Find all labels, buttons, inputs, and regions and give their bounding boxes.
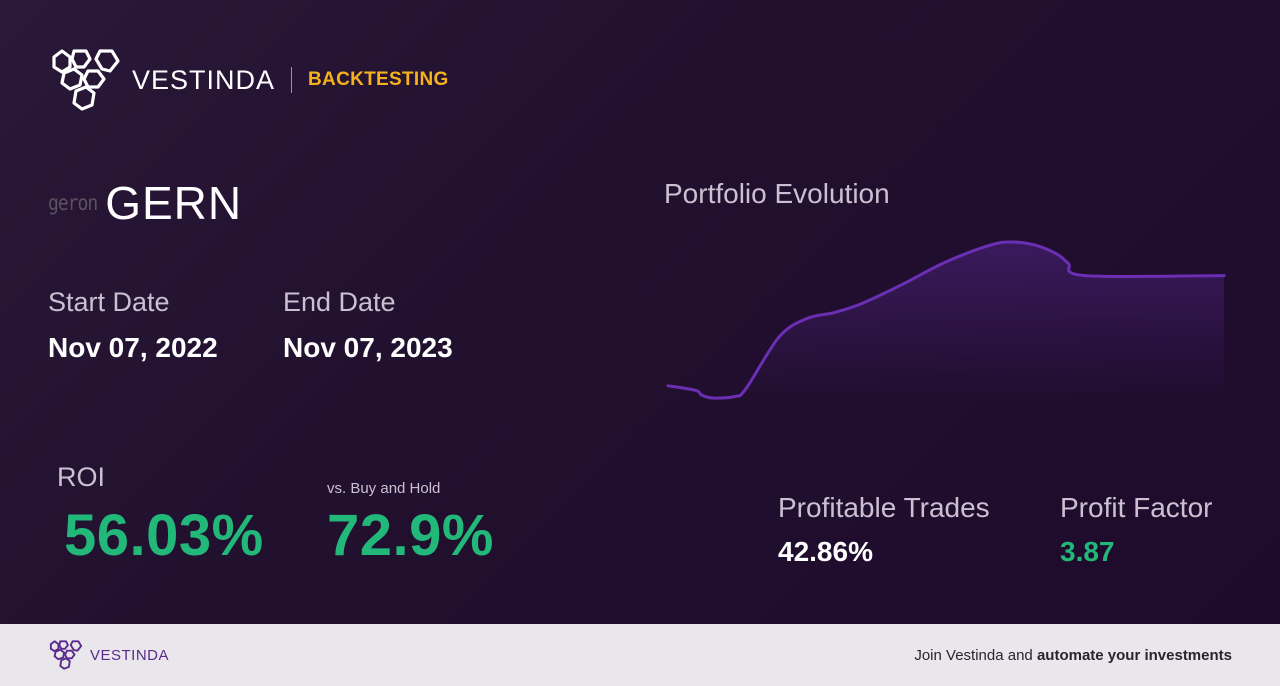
- chart-area: [668, 241, 1224, 399]
- brand-name: VESTINDA: [132, 64, 276, 95]
- start-date-value: Nov 07, 2022: [48, 332, 218, 363]
- buy-hold-label: vs. Buy and Hold: [327, 480, 441, 497]
- chart-title: Portfolio Evolution: [664, 178, 890, 209]
- end-date-value: Nov 07, 2023: [283, 332, 453, 363]
- profit-factor-value: 3.87: [1060, 536, 1115, 567]
- ticker-symbol: GERN: [105, 177, 243, 229]
- section-tag: BACKTESTING: [308, 69, 449, 90]
- footer-cta[interactable]: Join Vestinda and automate your investme…: [914, 647, 1232, 664]
- roi-value: 56.03%: [64, 503, 264, 568]
- header: VESTINDA BACKTESTING: [48, 46, 449, 114]
- roi-label: ROI: [57, 462, 106, 492]
- profitable-trades-label: Profitable Trades: [778, 492, 990, 523]
- chart-series-line: [666, 240, 1226, 400]
- footer-cta-prefix: Join Vestinda and: [914, 646, 1033, 664]
- ticker-row: geron GERN: [48, 176, 242, 230]
- end-date-label: End Date: [283, 287, 396, 317]
- header-divider: [291, 67, 293, 93]
- profitable-trades-value: 42.86%: [778, 536, 873, 567]
- portfolio-chart: [666, 240, 1226, 400]
- vestinda-logo-icon: [49, 640, 83, 670]
- footer-brand-name: VESTINDA: [90, 646, 170, 664]
- footer: VESTINDA Join Vestinda and automate your…: [0, 624, 1280, 686]
- footer-brand[interactable]: VESTINDA: [48, 639, 169, 671]
- start-date-label: Start Date: [48, 287, 170, 317]
- vestinda-logo-icon: [52, 49, 120, 111]
- backtest-card: VESTINDA BACKTESTING geron GERN Start Da…: [0, 0, 1280, 624]
- footer-cta-bold: automate your investments: [1036, 646, 1232, 664]
- buy-hold-value: 72.9%: [327, 503, 494, 568]
- ticker-logo: geron: [48, 190, 98, 216]
- profit-factor-label: Profit Factor: [1060, 492, 1213, 523]
